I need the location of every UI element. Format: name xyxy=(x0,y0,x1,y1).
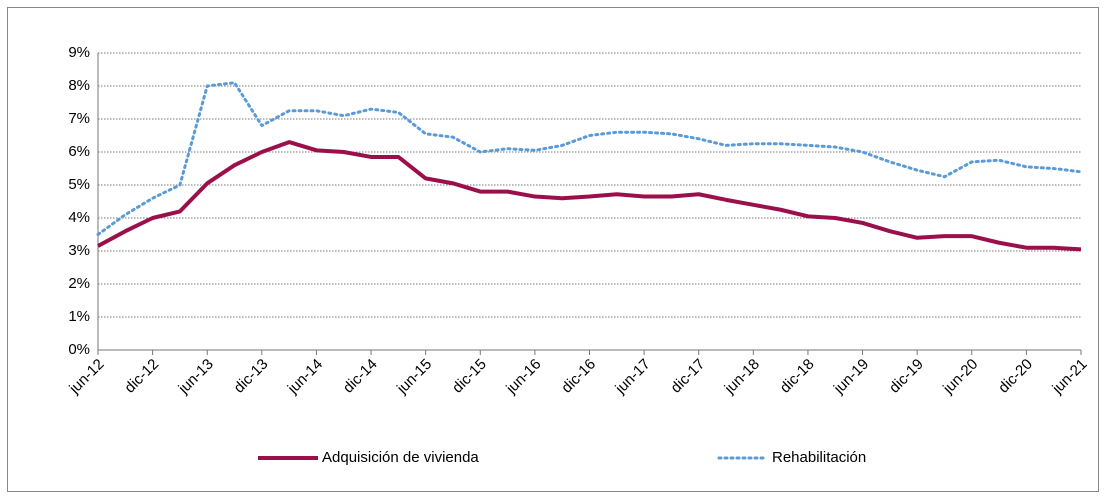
y-tick-label: 7% xyxy=(68,110,90,127)
y-tick-label: 5% xyxy=(68,176,90,193)
legend-label: Rehabilitación xyxy=(772,449,866,466)
legend-label: Adquisición de vivienda xyxy=(322,449,479,466)
y-tick-label: 0% xyxy=(68,341,90,358)
series-line xyxy=(97,140,1082,252)
y-tick-label: 8% xyxy=(68,77,90,94)
y-tick-label: 2% xyxy=(68,275,90,292)
y-tick-label: 1% xyxy=(68,308,90,325)
y-tick-label: 3% xyxy=(68,242,90,259)
chart-border xyxy=(7,7,1099,492)
y-tick-label: 4% xyxy=(68,209,90,226)
series-line xyxy=(96,81,1083,236)
y-tick-label: 9% xyxy=(68,44,90,61)
y-tick-label: 6% xyxy=(68,143,90,160)
